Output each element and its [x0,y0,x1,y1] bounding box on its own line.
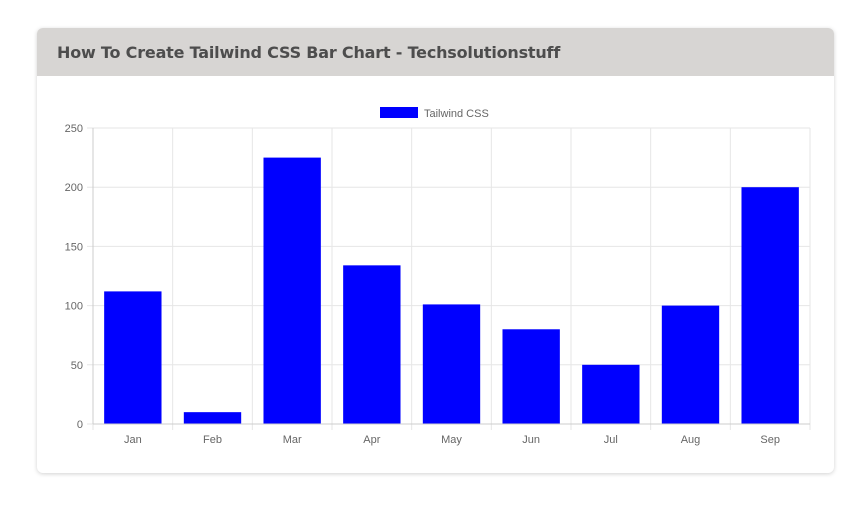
x-tick-label: Mar [283,434,302,446]
bar-jan[interactable] [104,291,161,424]
y-tick-label: 100 [65,301,83,313]
bars [104,158,799,424]
chart-area: 0 50 100 150 200 250 Jan Feb Mar Apr May Jun Jul Aug S… [37,76,834,473]
x-tick-label: Sep [760,434,780,446]
bar-jun[interactable] [502,329,559,424]
card-header: How To Create Tailwind CSS Bar Chart - T… [37,28,834,76]
y-tick-label: 250 [65,123,83,135]
y-tick-label: 200 [65,182,83,194]
y-tick-label: 0 [77,419,83,431]
chart-card: How To Create Tailwind CSS Bar Chart - T… [37,28,834,473]
legend-swatch[interactable] [380,107,418,118]
bar-may[interactable] [423,304,480,424]
bar-sep[interactable] [741,187,798,424]
y-tick-label: 50 [71,360,83,372]
x-tick-label: Jun [522,434,540,446]
bar-chart: 0 50 100 150 200 250 Jan Feb Mar Apr May Jun Jul Aug S… [37,76,834,473]
x-tick-label: Feb [203,434,222,446]
bar-feb[interactable] [184,412,241,424]
card-title: How To Create Tailwind CSS Bar Chart - T… [57,43,560,62]
x-tick-label: Jul [604,434,618,446]
x-tick-label: Jan [124,434,142,446]
bar-mar[interactable] [263,158,320,424]
legend-label[interactable]: Tailwind CSS [424,108,489,120]
x-tick-label: Apr [363,434,380,446]
y-tick-label: 150 [65,241,83,253]
x-tick-label: Aug [681,434,701,446]
x-tick-label: May [441,434,462,446]
bar-jul[interactable] [582,365,639,424]
legend[interactable]: Tailwind CSS [380,107,489,120]
bar-aug[interactable] [662,306,719,424]
bar-apr[interactable] [343,265,400,424]
